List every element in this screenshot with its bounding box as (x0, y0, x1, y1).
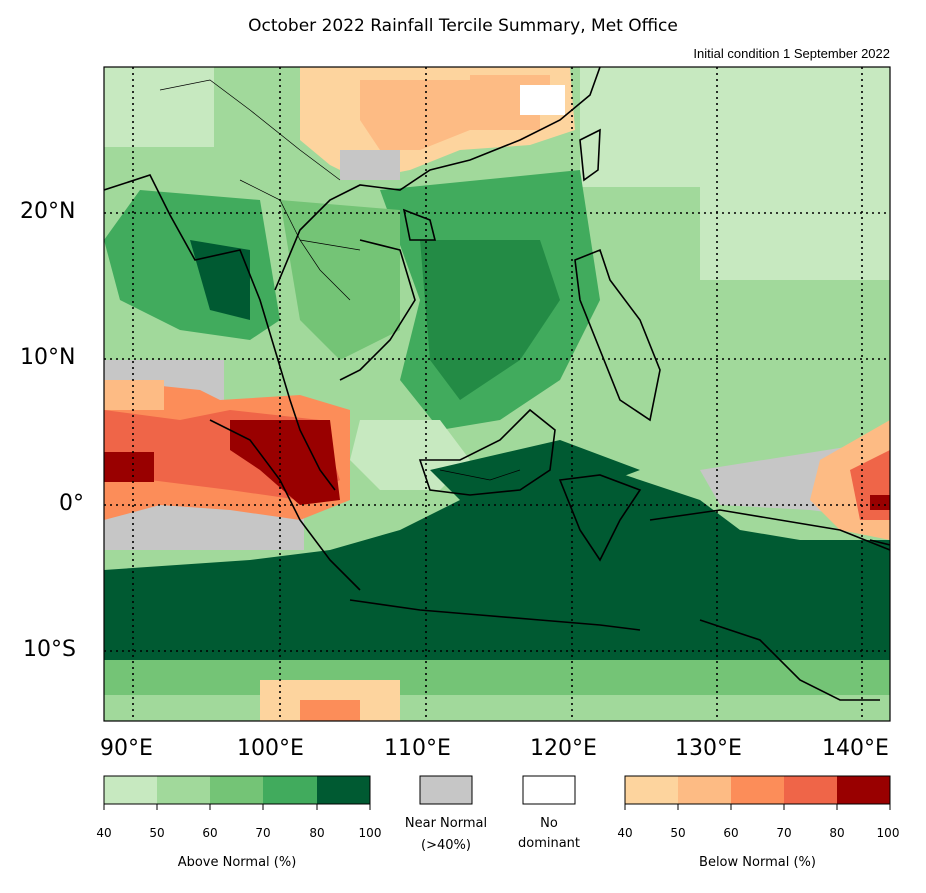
lon-tick-140: 140°E (822, 736, 889, 761)
legend-below-tick: 80 (829, 826, 845, 840)
legend-near-label-1: Near Normal (404, 816, 488, 831)
legend-nodom-label-2: dominant (517, 836, 581, 851)
legend-above-tick: 40 (96, 826, 112, 840)
lat-tick-0: 0° (59, 491, 84, 516)
lon-tick-130: 130°E (675, 736, 742, 761)
legend-below-tick: 50 (670, 826, 686, 840)
lon-tick-90: 90°E (100, 736, 153, 761)
region-south-band (104, 460, 890, 660)
legend-near-swatch (419, 775, 473, 805)
region-near-china (340, 150, 400, 180)
region-pacific-core (870, 495, 890, 510)
legend-near-label-2: (>40%) (421, 838, 471, 853)
map-title: October 2022 Rainfall Tercile Summary, M… (248, 16, 678, 36)
legend-nodom-swatch (522, 775, 576, 805)
legend-nodom-label-1: No (540, 816, 558, 831)
region-borneo-dark (430, 440, 640, 500)
legend-above-tick: 70 (255, 826, 271, 840)
lat-tick-10s: 10°S (23, 637, 76, 662)
map-frame (103, 66, 891, 722)
lon-tick-120: 120°E (530, 736, 597, 761)
legend-above-tick: 50 (149, 826, 165, 840)
legend-below-bar (624, 775, 891, 805)
lon-tick-110: 110°E (384, 736, 451, 761)
region-io-core (104, 452, 154, 482)
legend-above-tick: 80 (309, 826, 325, 840)
region-sumatra-core (230, 420, 340, 505)
region-scs-core (420, 240, 560, 400)
region-ne-pacific (700, 130, 890, 280)
legend-below-tick: 100 (876, 826, 900, 840)
map-subtitle: Initial condition 1 September 2022 (693, 46, 890, 61)
lat-tick-20n: 20°N (20, 199, 76, 224)
region-io-edge (104, 380, 164, 410)
lat-tick-10n: 10°N (20, 345, 76, 370)
region-nodom-china (520, 85, 565, 115)
legend-above-tick: 100 (358, 826, 382, 840)
legend-above-bar (103, 775, 371, 805)
region-bottom-light (104, 695, 890, 721)
legend-below-tick: 70 (776, 826, 792, 840)
legend-above-title: Above Normal (%) (177, 855, 297, 870)
legend-below-tick: 40 (617, 826, 633, 840)
region-indochina (280, 200, 400, 360)
region-nw (104, 67, 214, 147)
legend-below-tick: 60 (723, 826, 739, 840)
borders (159, 79, 521, 481)
legend-tickmarks (103, 804, 891, 810)
region-bottom-below-2 (300, 700, 360, 721)
lon-tick-100: 100°E (237, 736, 304, 761)
legend-below-title: Below Normal (%) (699, 855, 816, 870)
coastlines (104, 67, 890, 701)
region-myanmar-core (190, 240, 250, 320)
legend-above-tick: 60 (202, 826, 218, 840)
gridlines (104, 67, 890, 721)
